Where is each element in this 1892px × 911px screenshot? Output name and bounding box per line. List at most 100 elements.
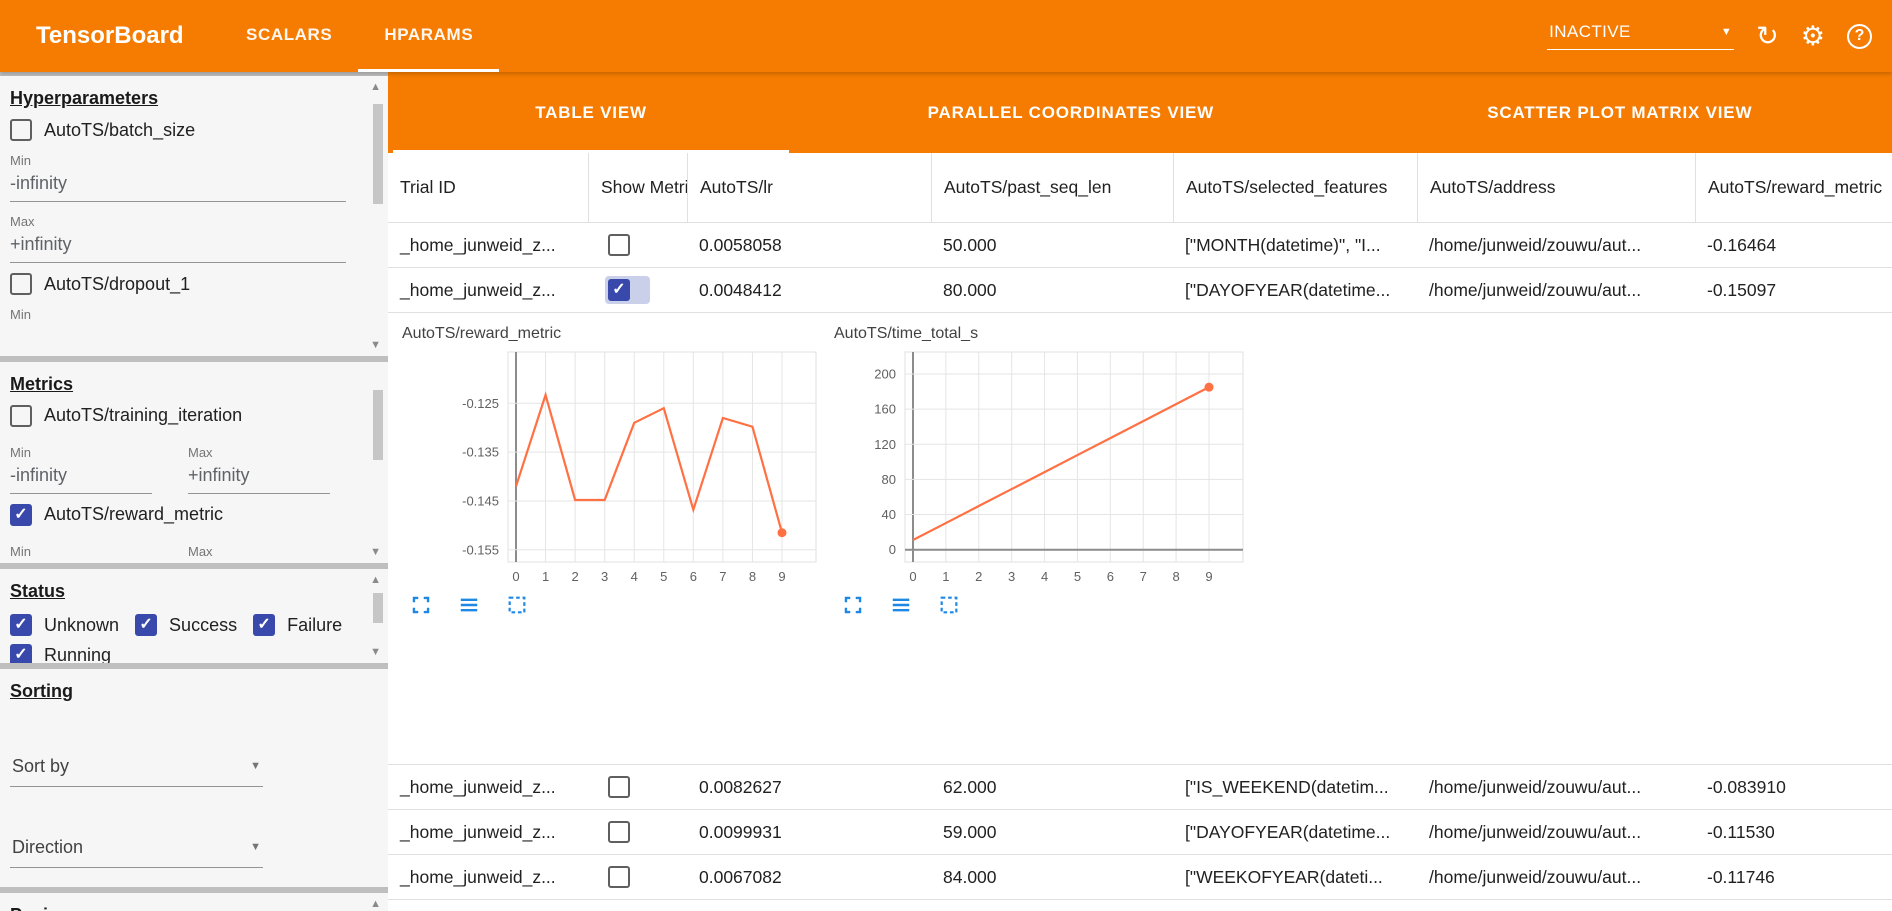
scroll-up-icon[interactable]: ▲ — [370, 574, 381, 587]
col-past-seq-len: AutoTS/past_seq_len — [931, 153, 1173, 222]
table-row: _home_junweid_z... 0.0082627 62.000 ["IS… — [388, 765, 1892, 810]
batch-size-label: AutoTS/batch_size — [44, 119, 196, 140]
scroll-up-icon[interactable]: ▲ — [370, 81, 381, 93]
svg-text:8: 8 — [1172, 569, 1179, 584]
metrics-heading: Metrics — [10, 373, 74, 394]
reward-metric-cell: -0.11530 — [1707, 821, 1775, 842]
gear-icon[interactable]: ⚙ — [1800, 20, 1825, 51]
status-heading: Status — [10, 581, 66, 602]
chevron-down-icon: ▼ — [250, 760, 261, 773]
reward-metric-line-chart: 0 1 2 3 4 5 6 7 8 9 -0.125 -0.135 -0.145 -0.155 — [462, 351, 817, 584]
sidebar: Hyperparameters AutoTS/batch_size Min -i… — [0, 72, 388, 911]
expand-chart-icon[interactable] — [842, 594, 864, 616]
sort-by-value: Sort by — [12, 755, 70, 776]
scroll-down-icon[interactable]: ▼ — [370, 338, 381, 351]
status-success-row: Success — [135, 614, 237, 637]
chart-toolbar — [830, 594, 1252, 616]
selected-features-cell: ["IS_WEEKEND(datetim... — [1185, 776, 1389, 797]
table-row: _home_junweid_z... 0.0099931 59.000 ["DA… — [388, 810, 1892, 855]
chevron-down-icon: ▼ — [1720, 26, 1733, 38]
direction-value: Direction — [12, 836, 84, 857]
scroll-down-icon[interactable]: ▼ — [370, 645, 381, 658]
svg-text:-0.125: -0.125 — [462, 396, 499, 411]
tab-scatter-plot-matrix-view[interactable]: SCATTER PLOT MATRIX VIEW — [1487, 102, 1753, 122]
scrollbar-thumb[interactable] — [373, 104, 383, 204]
batch-size-max-input[interactable]: +infinity — [10, 229, 346, 263]
tab-parallel-coordinates-view[interactable]: PARALLEL COORDINATES VIEW — [927, 102, 1214, 122]
show-metrics-checkbox[interactable] — [608, 776, 630, 798]
svg-text:7: 7 — [719, 569, 726, 584]
sort-by-dropdown[interactable]: Sort by ▼ — [10, 750, 263, 787]
lr-cell: 0.0082627 — [699, 776, 782, 797]
trials-table: Trial ID Show Metrics AutoTS/lr AutoTS/p… — [388, 153, 1892, 900]
scrollbar-thumb[interactable] — [373, 389, 383, 460]
batch-size-min-input[interactable]: -infinity — [10, 168, 346, 202]
batch-size-checkbox[interactable] — [10, 119, 32, 141]
training-iteration-checkbox[interactable] — [10, 404, 32, 427]
header-actions: INACTIVE ▼ ↻ ⚙ ? — [1547, 0, 1872, 72]
status-failure-row: Failure — [253, 614, 343, 637]
svg-text:-0.135: -0.135 — [462, 445, 499, 460]
past-seq-len-cell: 84.000 — [943, 866, 997, 887]
past-seq-len-cell: 80.000 — [943, 279, 997, 300]
sorting-heading: Sorting — [10, 680, 73, 701]
app-header: TensorBoard SCALARS HPARAMS INACTIVE ▼ ↻… — [0, 0, 1892, 72]
show-metrics-checkbox[interactable] — [608, 821, 630, 843]
status-running-checkbox[interactable] — [10, 644, 32, 663]
direction-dropdown[interactable]: Direction ▼ — [10, 831, 263, 868]
fit-domain-icon[interactable] — [506, 594, 528, 616]
table-row: _home_junweid_z... 0.0048412 80.000 ["DA… — [388, 268, 1892, 313]
refresh-icon[interactable]: ↻ — [1756, 20, 1779, 51]
tab-table-view[interactable]: TABLE VIEW — [388, 72, 794, 153]
time-total-line-chart: 0 1 2 3 4 5 6 7 8 9 0 40 80 120 160 200 — [874, 351, 1244, 584]
svg-text:1: 1 — [942, 569, 949, 584]
metric-max-input[interactable]: +infinity — [188, 460, 330, 494]
log-axis-icon[interactable] — [890, 594, 912, 616]
reward-metric-checkbox[interactable] — [10, 503, 32, 526]
col-lr: AutoTS/lr — [687, 153, 931, 222]
past-seq-len-cell: 62.000 — [943, 776, 997, 797]
selected-features-cell: ["DAYOFYEAR(datetime... — [1185, 279, 1391, 300]
reward-metric-cell: -0.15097 — [1707, 279, 1777, 300]
status-success-checkbox[interactable] — [135, 614, 158, 637]
paging-panel: Paging ▲ — [0, 893, 388, 911]
run-status-dropdown[interactable]: INACTIVE ▼ — [1547, 22, 1735, 50]
nav-tab-hparams[interactable]: HPARAMS — [358, 0, 500, 72]
hparam-batch-size-row: AutoTS/batch_size — [10, 119, 354, 141]
checkbox-ripple — [605, 276, 650, 304]
show-metrics-checkbox[interactable] — [608, 234, 630, 256]
scroll-down-icon[interactable]: ▼ — [370, 546, 381, 559]
nav-tab-scalars[interactable]: SCALARS — [246, 24, 333, 44]
svg-text:160: 160 — [874, 402, 896, 417]
show-metrics-checkbox[interactable] — [608, 279, 630, 301]
expand-chart-icon[interactable] — [410, 594, 432, 616]
metric-min-input[interactable]: -infinity — [10, 460, 152, 494]
reward-metric-cell: -0.083910 — [1707, 776, 1786, 797]
log-axis-icon[interactable] — [458, 594, 480, 616]
status-unknown-checkbox[interactable] — [10, 614, 32, 637]
svg-text:7: 7 — [1140, 569, 1147, 584]
svg-text:2: 2 — [975, 569, 982, 584]
address-cell: /home/junweid/zouwu/aut... — [1429, 234, 1642, 255]
metrics-expansion-row: AutoTS/reward_metric 0 1 2 3 4 5 6 7 8 9 -0.125 -0.… — [388, 313, 1892, 765]
scroll-up-icon[interactable]: ▲ — [370, 898, 381, 910]
chevron-down-icon: ▼ — [250, 841, 261, 854]
status-failure-checkbox[interactable] — [253, 614, 276, 637]
dropout-checkbox[interactable] — [10, 273, 32, 295]
svg-text:9: 9 — [1205, 569, 1212, 584]
help-icon[interactable]: ? — [1847, 23, 1872, 49]
show-metrics-checkbox[interactable] — [608, 866, 630, 888]
table-row: _home_junweid_z... 0.0067082 84.000 ["WE… — [388, 855, 1892, 900]
lr-cell: 0.0048412 — [699, 279, 782, 300]
trial-id-cell: _home_junweid_z... — [400, 234, 556, 255]
svg-text:2: 2 — [571, 569, 578, 584]
svg-text:6: 6 — [1107, 569, 1114, 584]
address-cell: /home/junweid/zouwu/aut... — [1429, 279, 1642, 300]
past-seq-len-cell: 59.000 — [943, 821, 997, 842]
status-failure-label: Failure — [287, 614, 343, 635]
selected-features-cell: ["WEEKOFYEAR(dateti... — [1185, 866, 1383, 887]
svg-text:-0.155: -0.155 — [462, 542, 499, 557]
scrollbar-thumb[interactable] — [373, 593, 383, 624]
svg-text:3: 3 — [1008, 569, 1015, 584]
fit-domain-icon[interactable] — [938, 594, 960, 616]
